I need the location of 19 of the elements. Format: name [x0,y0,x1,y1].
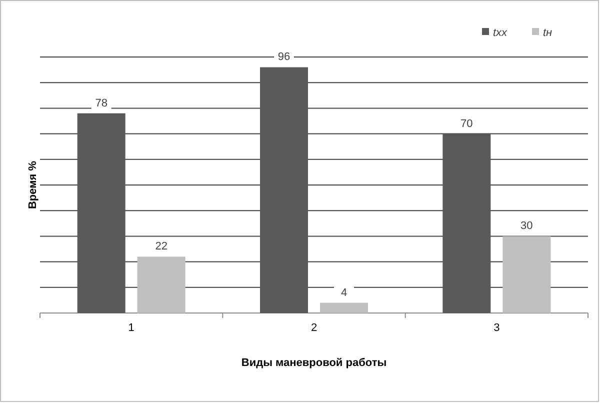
x-tick-label: 2 [310,322,318,334]
data-label: 30 [520,220,533,232]
bar [320,302,368,313]
bar [137,256,186,313]
bar [260,67,308,313]
y-axis-title: Время % [27,160,39,210]
data-label: 70 [460,118,473,130]
bar [77,113,126,313]
legend-label: txx [493,27,508,39]
x-tick-label: 1 [128,322,134,334]
data-label: 78 [95,97,108,110]
data-label: 22 [155,240,168,253]
bar [442,134,491,313]
x-tick-label: 3 [494,322,500,334]
data-label: 4 [340,286,348,299]
data-label: 96 [278,51,290,64]
bar [502,236,551,313]
x-axis-title: Виды маневровой работы [241,357,387,369]
legend-label: tн [543,27,552,39]
